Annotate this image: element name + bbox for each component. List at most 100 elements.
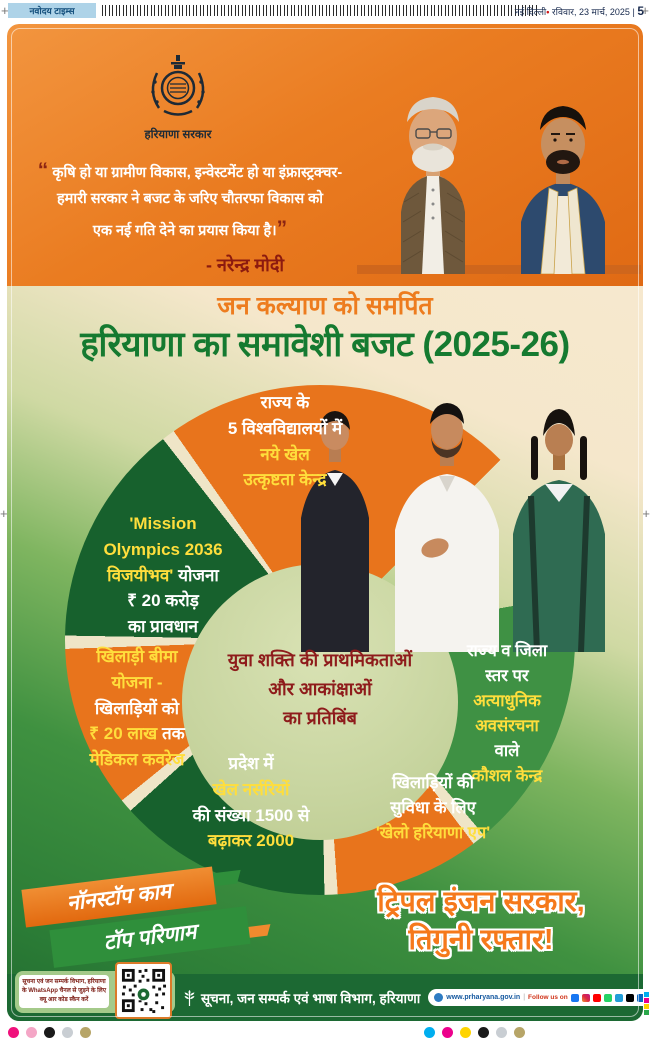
pm-quote: “ कृषि हो या ग्रामीण विकास, इन्वेस्टमेंट… [21, 154, 359, 280]
whatsapp-qr-code[interactable] [115, 961, 172, 1019]
registration-mark-mid-left: + [0, 506, 8, 521]
wheat-sheaf-icon [184, 990, 195, 1006]
wedge-skill-line5: वाले [494, 742, 520, 761]
print-dot-grey-left [62, 1027, 73, 1038]
wheel-center-text: युवा शक्ति की प्राथमिकताओं और आकांक्षाओं… [193, 646, 447, 732]
telegram-icon[interactable] [614, 993, 623, 1002]
wedge-insurance-line1: खिलाड़ी बीमा [96, 647, 178, 666]
wedge-insurance-line2: योजना - [111, 672, 163, 692]
instagram-icon[interactable] [581, 993, 590, 1002]
wedge-insurance-line4a: ₹ 20 लाख [89, 724, 162, 744]
wedge-universities-line4: उत्कृष्टता केन्द्र [243, 470, 327, 490]
quote-text-1: कृषि हो या ग्रामीण विकास, इन्वेस्टमेंट ह… [52, 165, 343, 181]
orange-header-band: हरियाणा सरकार “ कृषि हो या ग्रामीण विकास… [7, 24, 643, 286]
haryana-emblem-block: हरियाणा सरकार [103, 54, 253, 142]
youth-group-photo [301, 403, 605, 652]
contact-pill: www.prharyana.gov.in | Follow us on @dip… [428, 989, 643, 1006]
wedge-olympics-line1: 'Mission [129, 514, 197, 533]
print-dot-black-center [478, 1027, 489, 1038]
print-mark-green-right [644, 1010, 649, 1015]
registration-mark-mid-right: + [642, 506, 650, 521]
print-mark-magenta-right [644, 998, 649, 1003]
whatsapp-icon[interactable] [603, 993, 612, 1002]
department-name: सूचना, जन सम्पर्क एवं भाषा विभाग, हरियाण… [201, 990, 421, 1006]
print-dot-tan-left [80, 1027, 91, 1038]
page-divider: | [632, 7, 635, 17]
wedge-nurseries-line4: बढ़ाकर 2000 [207, 831, 295, 851]
center-line3: का प्रतिबिंब [283, 707, 357, 728]
registration-mark-top-left: + [1, 3, 9, 18]
quote-text-3: एक नई गति देने का प्रयास किया है। [92, 222, 277, 239]
triple-engine-slogan: ट्रिपल इंजन सरकार, तिगुनी रफ्तार! [323, 884, 639, 959]
x-icon[interactable] [625, 993, 634, 1002]
print-mark-yellow-right [644, 1004, 649, 1009]
leaders-portrait-photo [357, 97, 641, 274]
wedge-mission-olympics: 'Mission Olympics 2036 विजयीभव' योजना ₹ … [65, 511, 261, 640]
wedge-olympics-line2: Olympics 2036 [103, 539, 223, 559]
ad-kicker-title: जन कल्याण को समर्पित [217, 292, 433, 320]
wedge-skill-line1: राज्य व जिला [466, 642, 548, 660]
globe-icon [434, 993, 444, 1002]
wedge-skill-line4: अवसंरचना [475, 717, 539, 736]
wedge-skill-line2: स्तर पर [485, 667, 529, 686]
qr-code-icon [120, 966, 167, 1014]
footer-bar: सूचना एवं जन सम्पर्क विभाग, हरियाणा के W… [7, 961, 643, 1021]
edition-city: नई दिल्ली [514, 7, 547, 17]
masthead-dateline: नई दिल्ली• रविवार, 23 मार्च, 2025 | 5 [515, 4, 644, 18]
ad-main-title: हरियाणा का समावेशी बजट (2025-26) [80, 325, 570, 364]
wedge-sports-nurseries: प्रदेश में खेल नर्सरियों की संख्या 1500 … [145, 751, 357, 854]
wedge-skill-line3: अत्याधुनिक [473, 692, 541, 711]
wedge-olympics-line4: ₹ 20 करोड़ [127, 591, 199, 611]
quote-line-2: हमारी सरकार ने बजट के जरिए चौतरफा विकास … [56, 191, 324, 208]
qr-caption: सूचना एवं जन सम्पर्क विभाग, हरियाणा के W… [19, 974, 109, 1009]
wedge-olympics-line3b: योजना [173, 565, 219, 585]
pill-divider: | [523, 994, 526, 1001]
man-white-shirt [395, 403, 499, 652]
follow-us-label: Follow us on [528, 994, 568, 1001]
center-line1: युवा शक्ति की प्राथमिकताओं [227, 650, 413, 670]
print-dot-black-left [44, 1027, 55, 1038]
print-dot-pink-left [26, 1027, 37, 1038]
wedge-khelo-app: खिलाड़ियों की सुविधा के लिए 'खेलो हरियाण… [337, 771, 529, 846]
young-man-dark-blazer [301, 411, 369, 652]
youtube-icon[interactable] [592, 993, 601, 1002]
wedge-insurance: खिलाड़ी बीमा योजना - खिलाड़ियों को ₹ 20 … [41, 644, 233, 773]
edition-date: रविवार, 23 मार्च, 2025 [551, 7, 630, 17]
print-mark-cyan-right [644, 992, 649, 997]
website-link[interactable]: www.prharyana.gov.in [446, 994, 521, 1001]
page-number: 5 [637, 4, 644, 18]
wedge-universities: राज्य के 5 विश्वविद्यालयों में नये खेल उ… [147, 390, 423, 493]
quote-line-3: एक नई गति देने का प्रयास किया है।” [92, 217, 287, 240]
registration-mark-top-right: + [641, 3, 649, 18]
slogan-line2: तिगुनी रफ्तार! [408, 923, 554, 956]
edition-dot: • [546, 7, 550, 17]
emblem-caption: हरियाणा सरकार [144, 129, 212, 141]
wedge-universities-line3: नये खेल [260, 444, 310, 464]
print-dot-yellow-center [460, 1027, 471, 1038]
wedge-app-line3: 'खेलो हरियाणा एप' [375, 824, 491, 843]
wedge-nurseries-line2: खेल नर्सरियों [212, 779, 290, 799]
haryana-government-emblem-icon [151, 55, 205, 116]
print-dot-magenta-center [442, 1027, 453, 1038]
linkedin-icon[interactable] [636, 993, 643, 1002]
close-quote-mark: ” [276, 216, 288, 240]
facebook-icon[interactable] [570, 993, 579, 1002]
wedge-insurance-line4: ₹ 20 लाख तक [41, 721, 233, 747]
cm-saini-portrait [521, 106, 605, 274]
wedge-skill-line6: कौशल केन्द्र [471, 767, 543, 786]
pm-modi-portrait [401, 97, 465, 274]
department-name-row: सूचना, जन सम्पर्क एवं भाषा विभाग, हरियाण… [183, 989, 420, 1007]
wedge-skill-centres: राज्य व जिला स्तर पर अत्याधुनिक अवसंरचना… [427, 639, 587, 789]
budget-advertisement: हरियाणा सरकार “ कृषि हो या ग्रामीण विकास… [7, 24, 643, 1021]
wedge-app-line2: सुविधा के लिए [390, 799, 476, 818]
newspaper-name: नवोदय टाइम्स [8, 3, 96, 18]
wedge-insurance-line4b: तक [161, 724, 185, 744]
whatsapp-panel: सूचना एवं जन सम्पर्क विभाग, हरियाणा के W… [15, 961, 175, 1019]
wedge-insurance-line3: खिलाड़ियों को [94, 698, 180, 718]
print-dot-cyan-center [424, 1027, 435, 1038]
wedge-insurance-line5: मेडिकल कवरेज [89, 750, 185, 770]
masthead-barcode [102, 5, 538, 16]
wedge-olympics-line5: का प्रावधान [127, 617, 198, 637]
wedge-nurseries-line3: की संख्या 1500 से [192, 805, 310, 825]
